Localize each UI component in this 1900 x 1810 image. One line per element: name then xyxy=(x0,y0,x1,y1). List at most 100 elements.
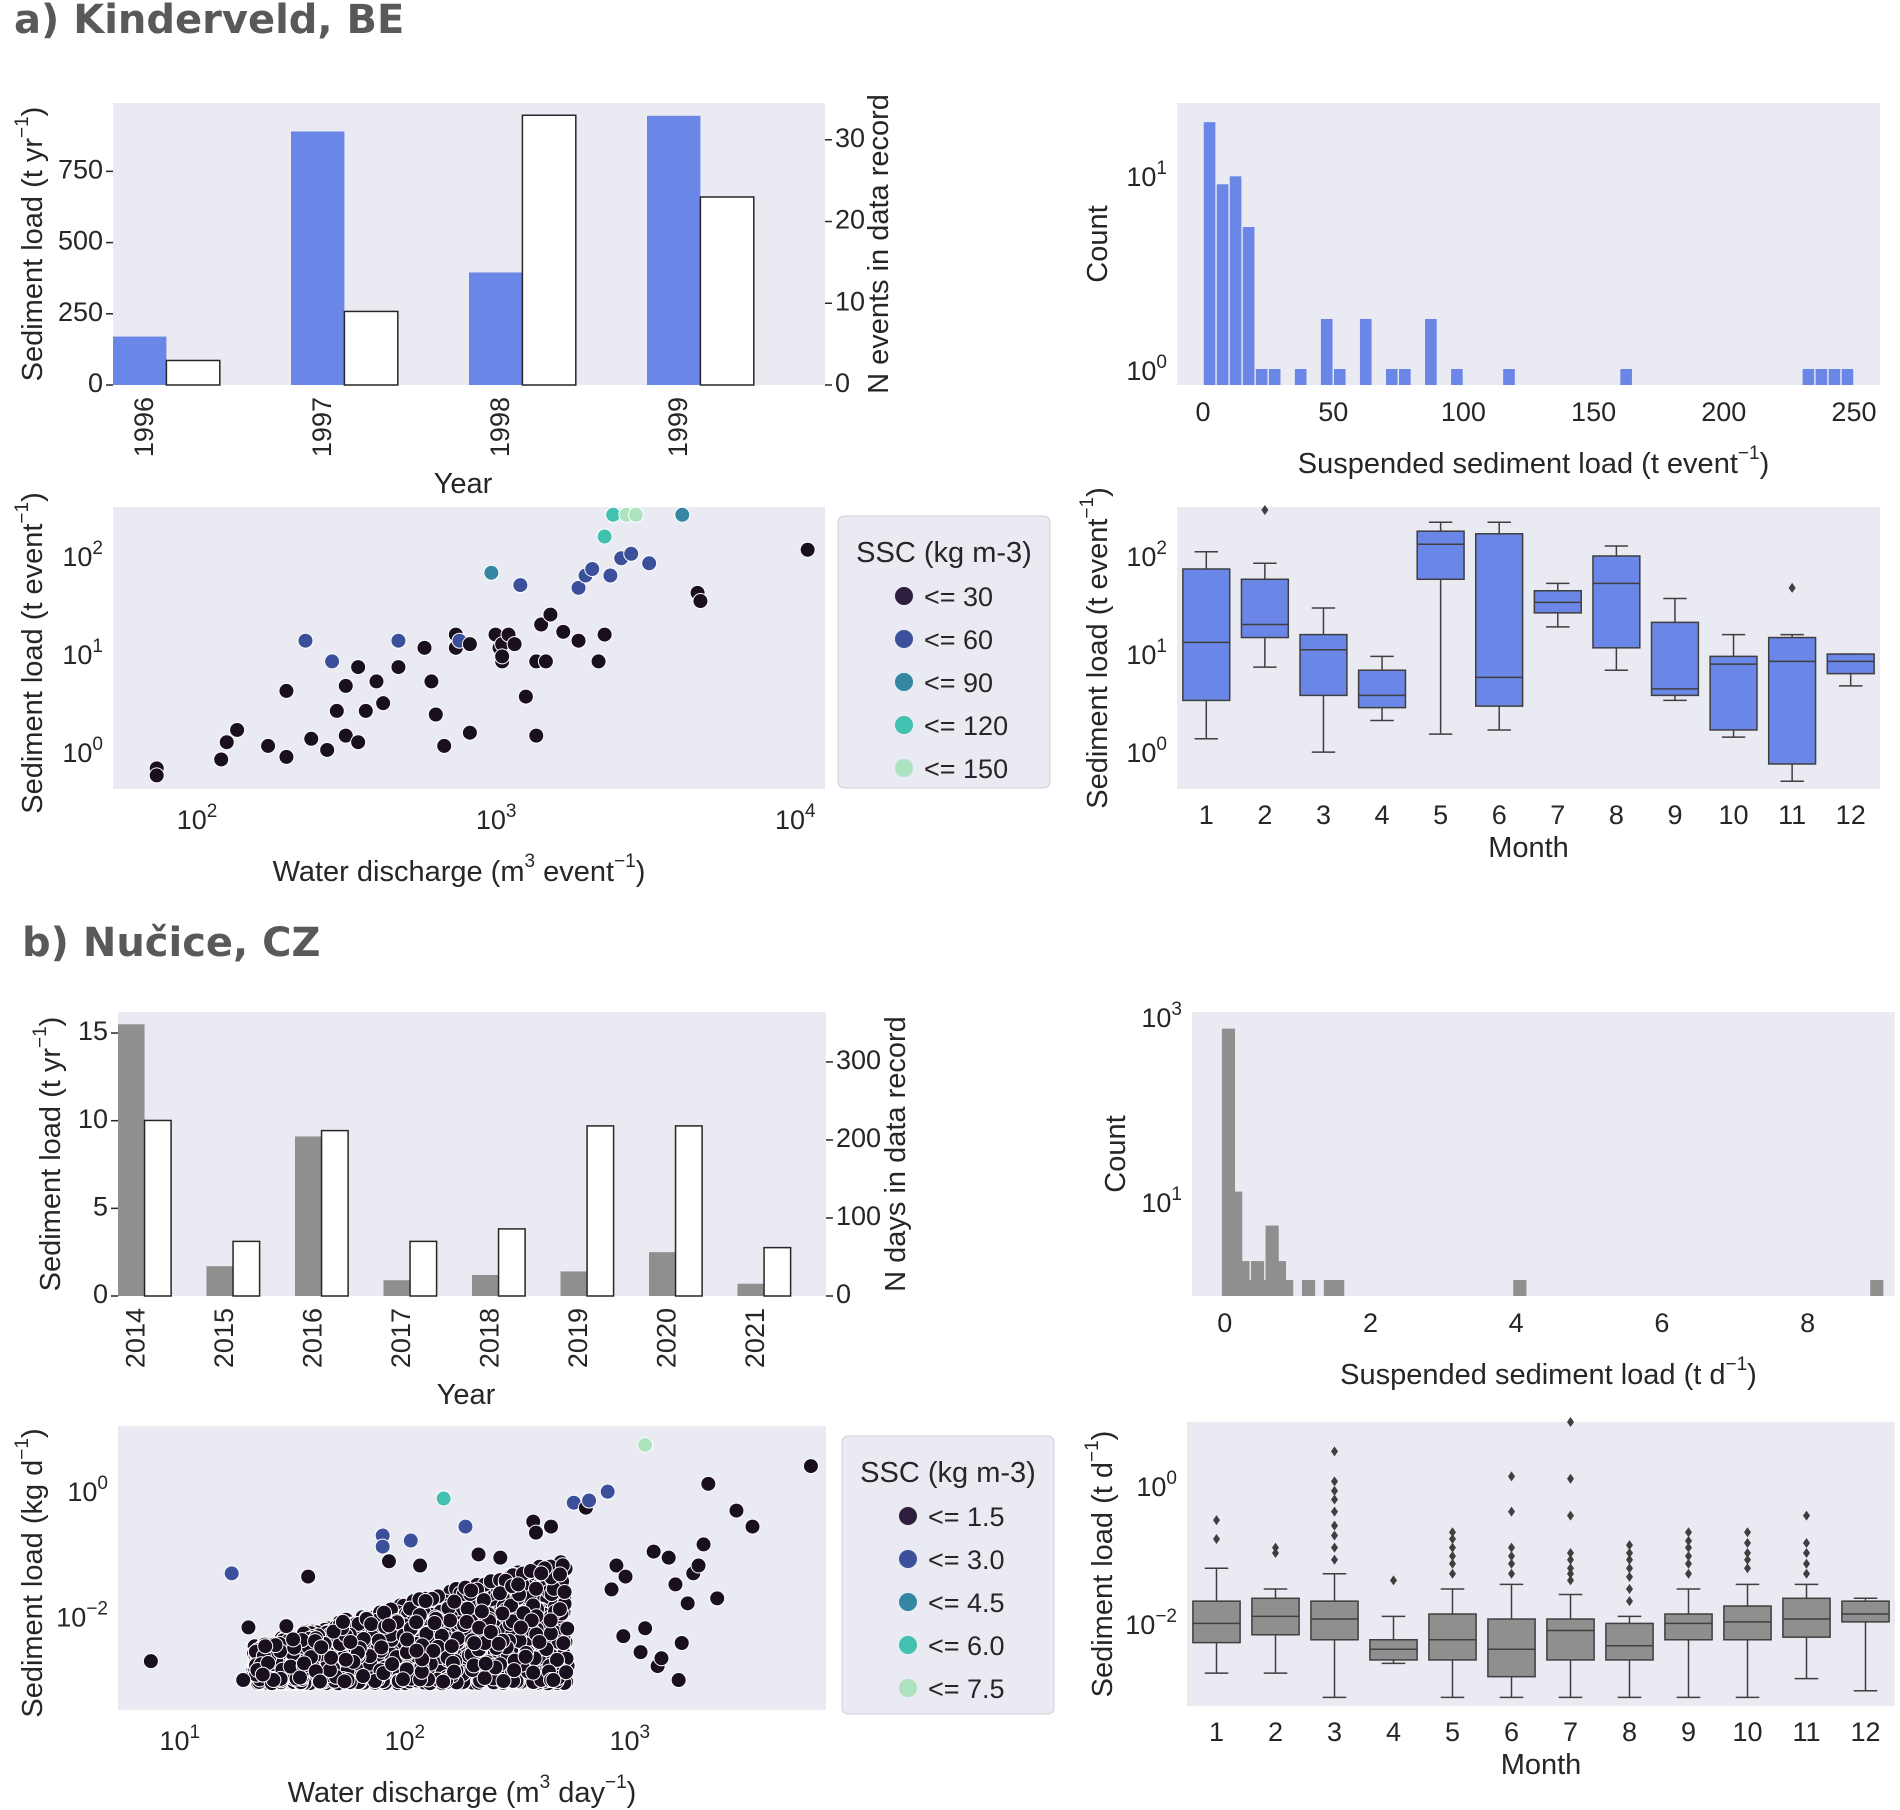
x-tick-label: 2 xyxy=(1268,1717,1283,1747)
y-axis-label: Count xyxy=(1082,205,1114,282)
y-axis-label: Sediment load (t yr−1) xyxy=(30,1017,67,1292)
x-tick-label: 9 xyxy=(1681,1717,1696,1747)
hist-bar xyxy=(1203,122,1216,385)
scatter-point xyxy=(357,702,374,719)
box xyxy=(1841,1600,1890,1623)
scatter-point xyxy=(559,1620,576,1637)
legend-marker xyxy=(899,1636,917,1654)
x-tick-label: 7 xyxy=(1550,800,1565,830)
bar-n-record xyxy=(232,1240,261,1297)
x-tick-label: 6 xyxy=(1492,800,1507,830)
scatter-point xyxy=(337,1651,354,1668)
bar-n-record xyxy=(343,310,399,386)
scatter-point xyxy=(443,1638,460,1655)
scatter-point xyxy=(328,702,345,719)
scatter-point xyxy=(278,748,295,765)
x-tick-label: 104 xyxy=(775,801,816,835)
x-tick-label: 11 xyxy=(1778,800,1806,830)
scatter-point xyxy=(533,616,550,633)
bar-sediment-load xyxy=(472,1274,499,1296)
outlier xyxy=(1788,582,1796,593)
scatter-point xyxy=(645,1543,662,1560)
outlier xyxy=(1803,1510,1810,1521)
scatter-point xyxy=(257,1638,274,1655)
bar-sediment-load xyxy=(469,272,523,385)
box xyxy=(1592,555,1641,649)
box xyxy=(1782,1597,1831,1638)
chart-b-scatter: 101 102 103 10−2 100 Sediment load (kg d−1) Wa… xyxy=(12,1426,1055,1809)
legend-marker xyxy=(899,1679,917,1697)
outlier xyxy=(1331,1476,1338,1487)
box xyxy=(1546,1618,1595,1661)
scatter-point xyxy=(446,1663,463,1680)
scatter-point xyxy=(390,659,407,676)
legend-label: <= 7.5 xyxy=(928,1674,1005,1704)
y2-tick-label: 200 xyxy=(836,1123,881,1153)
scatter-point xyxy=(373,1639,390,1656)
x-tick-label: 0 xyxy=(1217,1308,1232,1338)
scatter-point xyxy=(417,1592,434,1609)
scatter-point xyxy=(142,1653,159,1670)
outlier xyxy=(1626,1554,1633,1565)
x-axis-label: Suspended sediment load (t d−1) xyxy=(1340,1354,1757,1391)
x-tick-label: 2015 xyxy=(209,1308,239,1368)
scatter-point xyxy=(394,1671,411,1688)
scatter-point xyxy=(342,1633,359,1650)
scatter-point xyxy=(218,734,235,751)
y-tick-label: 10 xyxy=(78,1104,108,1134)
y-tick-label: 101 xyxy=(1126,636,1167,670)
scatter-point xyxy=(477,1655,494,1672)
legend-label: <= 4.5 xyxy=(928,1588,1005,1618)
bar-n-record xyxy=(143,1119,172,1297)
box xyxy=(1650,621,1700,697)
outlier xyxy=(1685,1527,1692,1538)
hist-bar xyxy=(1802,369,1815,385)
outlier xyxy=(1567,1417,1574,1427)
x-tick-label: 5 xyxy=(1433,800,1448,830)
scatter-point xyxy=(525,1664,542,1681)
x-axis-label: Suspended sediment load (t event−1) xyxy=(1298,443,1769,480)
hist-bar xyxy=(1870,1280,1884,1296)
scatter-point xyxy=(374,1538,391,1555)
y-tick-label: 500 xyxy=(58,226,103,256)
y-tick-label: 103 xyxy=(1141,999,1182,1033)
plot-area xyxy=(1187,1422,1895,1706)
legend-label: <= 30 xyxy=(924,582,993,612)
y-tick-label: 5 xyxy=(93,1191,108,1221)
legend-marker xyxy=(895,759,913,777)
bar-sediment-load xyxy=(295,1136,322,1296)
x-tick-label: 10 xyxy=(1732,1717,1762,1747)
scatter-point xyxy=(412,1557,429,1574)
legend-label: <= 6.0 xyxy=(928,1631,1005,1661)
x-tick-label: 8 xyxy=(1800,1308,1815,1338)
outlier xyxy=(1508,1542,1515,1553)
scatter-point xyxy=(300,1568,317,1585)
outlier xyxy=(1744,1527,1751,1538)
scatter-point xyxy=(528,727,545,744)
scatter-point xyxy=(517,1648,534,1665)
hist-bar xyxy=(1320,318,1333,385)
legend-marker xyxy=(895,587,913,605)
box xyxy=(1826,653,1875,675)
legend-marker xyxy=(899,1593,917,1611)
scatter-point xyxy=(296,1655,313,1672)
scatter-point xyxy=(278,682,295,699)
scatter-point xyxy=(627,506,644,523)
scatter-point xyxy=(641,555,658,572)
scatter-point xyxy=(558,1664,575,1681)
scatter-point xyxy=(551,1566,568,1583)
hist-bar xyxy=(1242,227,1255,385)
scatter-point xyxy=(426,1615,443,1632)
x-tick-label: 200 xyxy=(1701,397,1746,427)
outlier xyxy=(1508,1506,1515,1517)
scatter-point xyxy=(463,1582,480,1599)
x-tick-label: 1 xyxy=(1209,1717,1224,1747)
y2-tick-label: 20 xyxy=(835,205,865,235)
scatter-point xyxy=(482,1624,499,1641)
x-tick-label: 150 xyxy=(1571,397,1616,427)
scatter-point xyxy=(427,706,444,723)
hist-bar xyxy=(1255,369,1268,385)
outlier xyxy=(1449,1527,1456,1538)
box xyxy=(1709,655,1758,731)
